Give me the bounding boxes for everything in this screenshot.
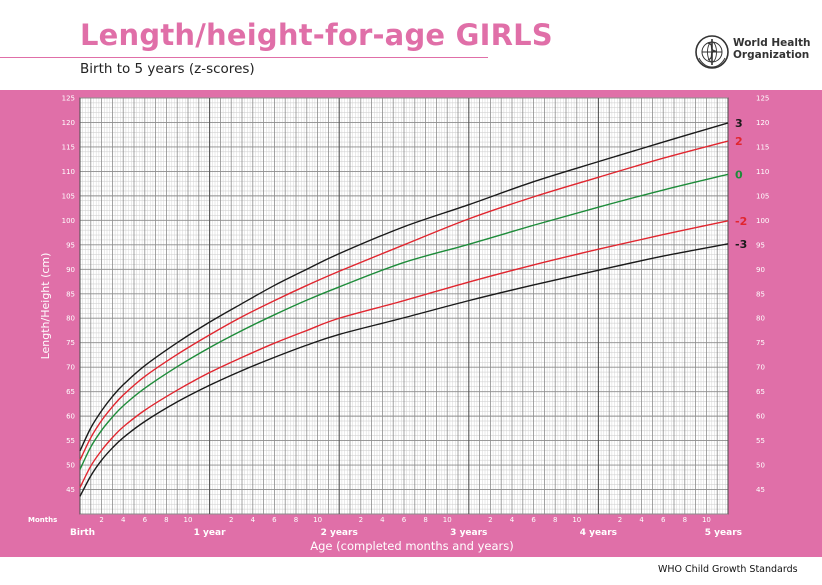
y-tick-label-left: 115 <box>62 143 75 151</box>
x-axis-label: Age (completed months and years) <box>310 539 513 553</box>
who-org-line2: Organization <box>733 49 810 61</box>
month-tick-label: 4 <box>121 516 126 524</box>
month-tick-label: 8 <box>294 516 298 524</box>
y-tick-label-left: 120 <box>62 119 75 127</box>
title-underline <box>0 57 488 58</box>
month-tick-label: 4 <box>639 516 644 524</box>
y-tick-label-right: 80 <box>756 315 765 323</box>
month-tick-label: 4 <box>251 516 256 524</box>
y-tick-label-right: 100 <box>756 217 769 225</box>
month-tick-label: 4 <box>510 516 515 524</box>
month-tick-label: 10 <box>313 516 322 524</box>
month-tick-label: 10 <box>184 516 193 524</box>
curve-label: -2 <box>735 215 747 228</box>
month-tick-label: 2 <box>359 516 363 524</box>
y-tick-label-right: 115 <box>756 143 769 151</box>
y-tick-label-left: 100 <box>62 217 75 225</box>
year-tick-label: 1 year <box>194 528 226 538</box>
page-subtitle: Birth to 5 years (z-scores) <box>80 61 255 77</box>
y-tick-label-right: 125 <box>756 95 769 103</box>
y-tick-label-right: 105 <box>756 192 769 200</box>
month-tick-label: 8 <box>553 516 557 524</box>
year-tick-label: 3 years <box>450 528 487 538</box>
month-tick-label: 6 <box>531 516 536 524</box>
month-tick-label: 6 <box>143 516 148 524</box>
month-tick-label: 8 <box>164 516 168 524</box>
z-score-curve-0 <box>79 173 729 470</box>
z-score-curve-2 <box>79 140 729 461</box>
y-tick-label-left: 90 <box>66 266 75 274</box>
footer-credit: WHO Child Growth Standards <box>658 564 798 575</box>
curve-label: -3 <box>735 238 747 251</box>
z-score-curve-3 <box>79 122 729 452</box>
y-tick-label-left: 65 <box>66 388 75 396</box>
year-tick-label: 2 years <box>321 528 358 538</box>
who-org-name: World Health Organization <box>733 37 819 61</box>
y-tick-label-left: 85 <box>66 290 75 298</box>
curve-label: 2 <box>735 135 743 148</box>
month-tick-label: 2 <box>488 516 492 524</box>
y-tick-label-left: 60 <box>66 413 75 421</box>
month-tick-label: 10 <box>443 516 452 524</box>
who-emblem-icon <box>695 35 729 69</box>
month-tick-label: 6 <box>272 516 277 524</box>
year-tick-label: 4 years <box>580 528 617 538</box>
month-tick-label: 2 <box>229 516 233 524</box>
y-tick-label-right: 95 <box>756 241 765 249</box>
z-score-curve-minus2 <box>79 220 729 488</box>
y-tick-label-right: 50 <box>756 462 765 470</box>
y-tick-label-left: 80 <box>66 315 75 323</box>
y-tick-label-left: 45 <box>66 486 75 494</box>
month-tick-label: 2 <box>618 516 622 524</box>
who-org-line1: World Health <box>733 37 811 49</box>
z-score-curve-minus3 <box>79 243 729 497</box>
growth-chart: 4550556065707580859095100105110115120125… <box>0 90 822 557</box>
y-tick-label-right: 45 <box>756 486 765 494</box>
y-tick-label-right: 65 <box>756 388 765 396</box>
months-label: Months <box>28 516 57 524</box>
month-tick-label: 4 <box>380 516 385 524</box>
y-axis-label: Length/Height (cm) <box>39 253 52 360</box>
y-tick-label-left: 110 <box>62 168 75 176</box>
y-tick-label-right: 120 <box>756 119 769 127</box>
y-tick-label-right: 70 <box>756 364 765 372</box>
y-tick-label-right: 75 <box>756 339 765 347</box>
year-tick-label: 5 years <box>705 528 742 538</box>
y-tick-label-right: 110 <box>756 168 769 176</box>
month-tick-label: 6 <box>661 516 666 524</box>
month-tick-label: 10 <box>572 516 581 524</box>
month-tick-label: 6 <box>402 516 407 524</box>
y-tick-label-right: 90 <box>756 266 765 274</box>
y-tick-label-left: 75 <box>66 339 75 347</box>
month-tick-label: 2 <box>99 516 103 524</box>
curve-label: 0 <box>735 168 743 181</box>
month-tick-label: 8 <box>683 516 687 524</box>
month-tick-label: 10 <box>702 516 711 524</box>
year-tick-label: Birth <box>70 528 95 538</box>
y-tick-label-left: 50 <box>66 462 75 470</box>
page-title: Length/height-for-age GIRLS <box>80 18 553 52</box>
y-tick-label-right: 55 <box>756 437 765 445</box>
y-tick-label-right: 85 <box>756 290 765 298</box>
curve-label: 3 <box>735 117 743 130</box>
y-tick-label-left: 70 <box>66 364 75 372</box>
y-tick-label-left: 105 <box>62 192 75 200</box>
y-tick-label-left: 55 <box>66 437 75 445</box>
month-tick-label: 8 <box>423 516 427 524</box>
y-tick-label-left: 125 <box>62 95 75 103</box>
y-tick-label-left: 95 <box>66 241 75 249</box>
y-tick-label-right: 60 <box>756 413 765 421</box>
